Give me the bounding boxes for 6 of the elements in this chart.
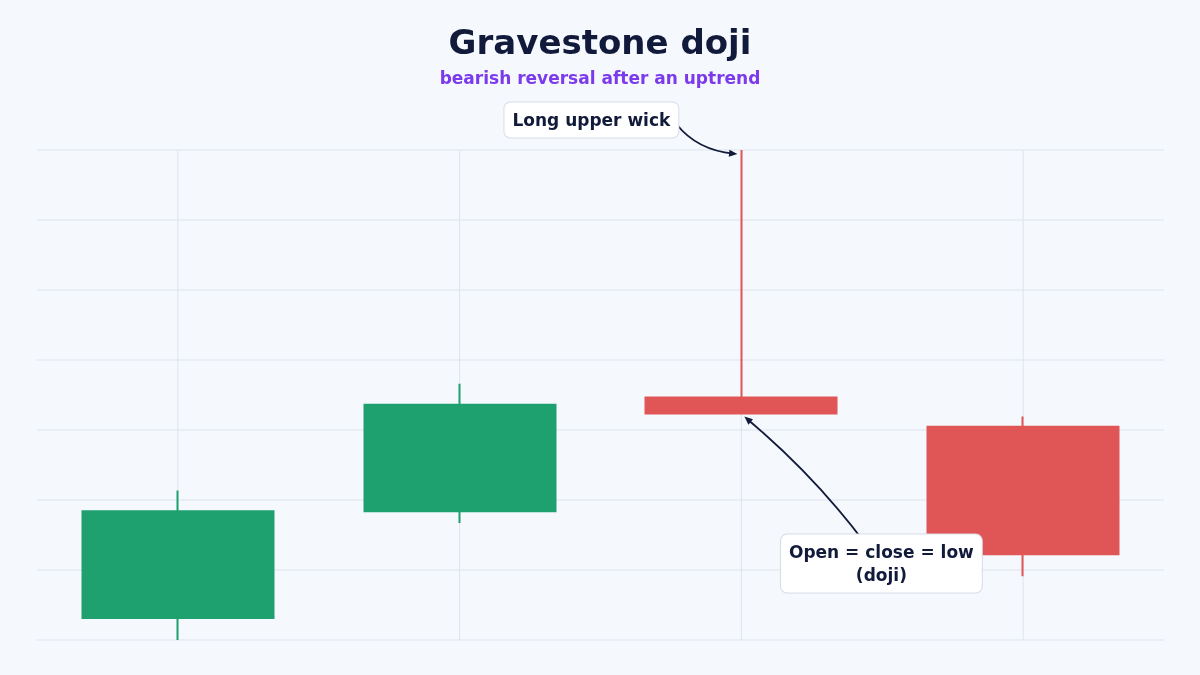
text: Long upper wick (512, 110, 672, 130)
candlestick (363, 382, 557, 524)
chart-title: Gravestone doji (448, 22, 752, 62)
candlestick (81, 489, 275, 641)
chart-subtitle: bearish reversal after an uptrend (439, 67, 761, 88)
annotation: Open = close = low (doji) (788, 542, 975, 586)
